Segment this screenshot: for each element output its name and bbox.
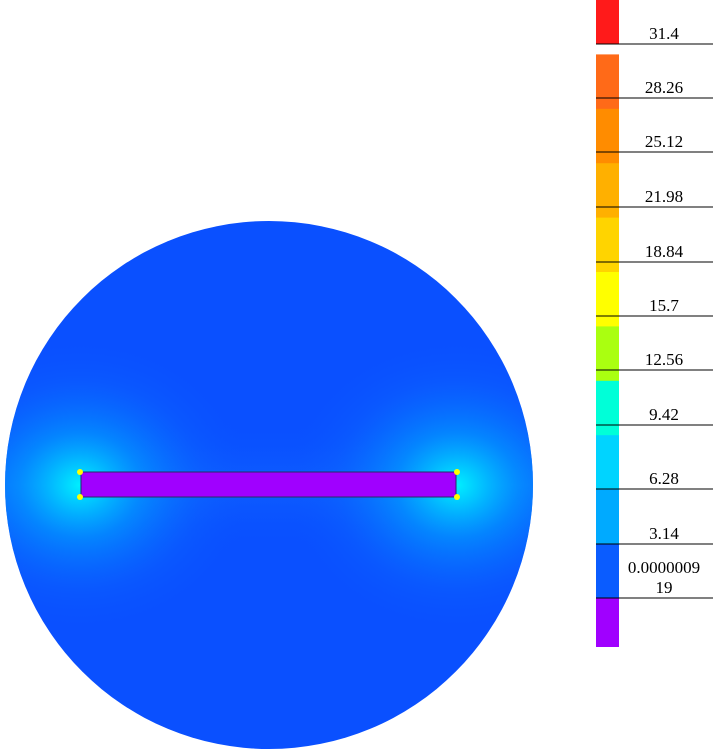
colorbar-band: [596, 544, 619, 599]
hotspot-right-bottom: [454, 494, 460, 500]
colorbar-tick-label: 3.14: [649, 524, 679, 543]
colorbar-bands: [596, 0, 619, 647]
colorbar-tick-label: 15.7: [649, 296, 679, 315]
colorbar-band: [596, 598, 619, 647]
colorbar-band: [596, 435, 619, 491]
field-plot: [5, 221, 533, 749]
hotspot-right-top: [454, 469, 460, 475]
colorbar-band: [596, 326, 619, 382]
colorbar-tick-label: 18.84: [645, 242, 684, 261]
colorbar-band: [596, 380, 619, 436]
colorbar-labels: 31.4 28.26 25.12 21.98 18.84 15.7 12.56 9.42 6.2…: [628, 24, 700, 597]
colorbar-band: [596, 489, 619, 545]
colorbar-tick-label: 21.98: [645, 187, 683, 206]
colorbar-ticks: [596, 43, 713, 599]
inner-conductor: [77, 469, 460, 500]
colorbar-band: [596, 54, 619, 110]
colorbar-band: [596, 108, 619, 164]
colorbar-tick-label: 6.28: [649, 469, 679, 488]
colorbar-band: [596, 0, 619, 45]
colorbar-tick-label: 9.42: [649, 405, 679, 424]
colorbar-tick-label: 0.0000009 19: [628, 558, 700, 597]
colorbar-band: [596, 163, 619, 219]
conductor-bar: [80, 471, 457, 498]
colorbar-tick-label: 28.26: [645, 78, 683, 97]
colorbar-band: [596, 272, 619, 327]
hotspot-left-bottom: [77, 494, 83, 500]
colorbar-tick-label: 25.12: [645, 132, 683, 151]
hotspot-left-top: [77, 469, 83, 475]
colorbar-tick-label: 31.4: [649, 24, 679, 43]
colorbar-band: [596, 217, 619, 273]
colorbar-tick-label: 12.56: [645, 350, 683, 369]
